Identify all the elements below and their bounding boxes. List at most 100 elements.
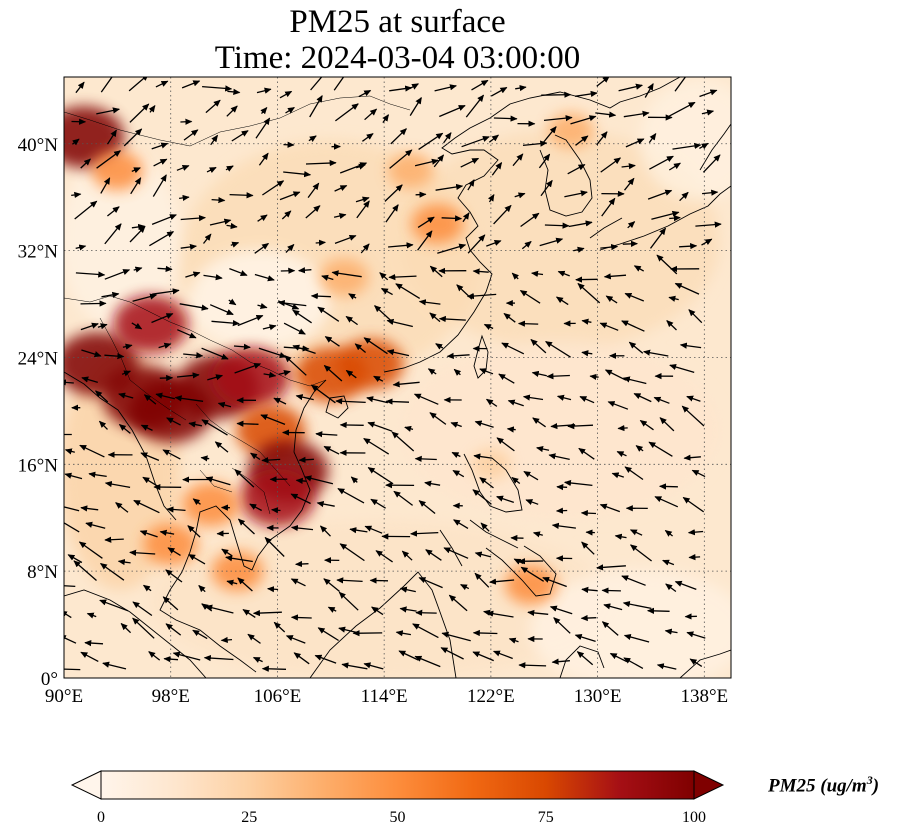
- wind-arrow: [172, 651, 201, 661]
- wind-arrow: [485, 398, 498, 407]
- wind-arrow: [515, 84, 527, 92]
- wind-arrow: [350, 476, 359, 484]
- wind-arrow: [390, 128, 407, 145]
- wind-arrow: [579, 396, 595, 404]
- wind-arrow: [391, 431, 415, 452]
- wind-arrow: [623, 110, 650, 118]
- wind-arrow: [183, 352, 204, 359]
- wind-arrow: [545, 340, 571, 358]
- wind-arrow: [155, 392, 175, 400]
- wind-arrow: [373, 375, 384, 383]
- wind-arrow: [674, 77, 687, 92]
- wind-arrow: [567, 164, 586, 175]
- wind-arrow: [192, 629, 208, 640]
- wind-arrow: [531, 370, 547, 377]
- wind-arrow: [441, 631, 471, 642]
- wind-arrow: [79, 444, 105, 458]
- wind-arrow: [395, 283, 421, 299]
- wind-arrow: [542, 576, 567, 588]
- wind-arrow: [225, 555, 253, 563]
- wind-arrow: [118, 423, 131, 434]
- wind-arrow: [679, 243, 698, 250]
- wind-arrow: [75, 81, 85, 94]
- wind-arrow: [386, 318, 413, 328]
- wind-arrow: [203, 654, 234, 662]
- wind-arrow: [644, 83, 654, 98]
- wind-arrow: [492, 650, 513, 660]
- wind-arrow: [541, 91, 572, 98]
- wind-arrow: [356, 163, 366, 170]
- wind-arrow: [129, 549, 156, 556]
- wind-arrow: [486, 240, 502, 247]
- colorbar: 0 25 50 75 100: [70, 770, 725, 826]
- wind-arrow: [648, 441, 673, 457]
- wind-arrow: [479, 368, 494, 375]
- wind-arrow: [595, 111, 617, 118]
- wind-arrow: [290, 578, 306, 587]
- wind-arrow: [623, 177, 635, 191]
- wind-arrow: [80, 505, 99, 512]
- wind-arrow: [506, 426, 516, 433]
- wind-arrow: [647, 607, 670, 614]
- wind-arrow: [64, 506, 80, 512]
- wind-arrow: [625, 138, 645, 148]
- latitude-tick-label: 32°N: [18, 242, 59, 263]
- sumatra-malay-coast: [64, 589, 207, 678]
- pm25-hotspot: [319, 258, 369, 297]
- wind-arrow: [679, 191, 689, 202]
- wind-arrow: [96, 150, 122, 169]
- latitude-tick-label: 0°: [41, 669, 58, 690]
- wind-arrow: [228, 298, 237, 306]
- indochina-coastline: [159, 379, 327, 673]
- pm25-hotspot: [143, 523, 199, 566]
- wind-arrow: [290, 493, 311, 505]
- wind-arrow: [621, 320, 645, 332]
- wind-arrow: [429, 312, 441, 323]
- wind-arrow: [599, 503, 621, 513]
- wind-arrow: [649, 227, 667, 249]
- wind-arrow: [187, 525, 201, 538]
- wind-arrow: [317, 306, 340, 322]
- wind-arrow: [263, 371, 277, 378]
- wind-arrow: [412, 623, 439, 639]
- wind-arrow: [414, 158, 439, 167]
- wind-arrow: [333, 77, 345, 91]
- wind-arrow: [614, 533, 627, 540]
- wind-arrow: [132, 293, 158, 302]
- map-title-line1: PM25 at surface: [289, 4, 506, 40]
- wind-arrow: [702, 189, 719, 196]
- wind-arrow: [472, 268, 489, 275]
- wind-arrow: [221, 548, 233, 557]
- wind-arrow: [633, 393, 652, 403]
- wind-arrow: [653, 396, 670, 404]
- wind-arrow: [474, 551, 492, 558]
- wind-arrow: [283, 322, 306, 335]
- wind-arrow: [701, 238, 713, 246]
- wind-arrow: [618, 83, 643, 92]
- wind-arrow: [514, 192, 526, 199]
- wind-arrow: [498, 373, 515, 384]
- pm25-hotspot: [337, 338, 404, 390]
- wind-arrow: [304, 475, 334, 485]
- wind-arrow: [236, 420, 259, 427]
- wind-arrow: [604, 369, 627, 381]
- colorbar-tick-label: 50: [390, 809, 406, 826]
- wind-arrow: [202, 85, 233, 92]
- wind-arrow: [367, 467, 394, 485]
- map-title-line2: Time: 2024-03-04 03:00:00: [214, 40, 581, 76]
- longitude-tick-label: 98°E: [152, 686, 190, 707]
- wind-arrow: [363, 662, 384, 670]
- philippines-islands: [439, 453, 557, 597]
- wind-arrow: [250, 452, 261, 461]
- wind-arrow: [78, 541, 103, 559]
- wind-arrow: [96, 107, 120, 115]
- wind-arrow: [511, 476, 521, 485]
- wind-arrow: [462, 212, 470, 223]
- wind-arrow: [601, 587, 621, 594]
- wind-arrow: [489, 578, 515, 585]
- wind-arrow: [180, 214, 206, 222]
- wind-arrow: [226, 105, 238, 117]
- wind-arrow: [433, 154, 445, 168]
- wind-arrow: [414, 655, 441, 668]
- wind-arrow: [95, 390, 109, 403]
